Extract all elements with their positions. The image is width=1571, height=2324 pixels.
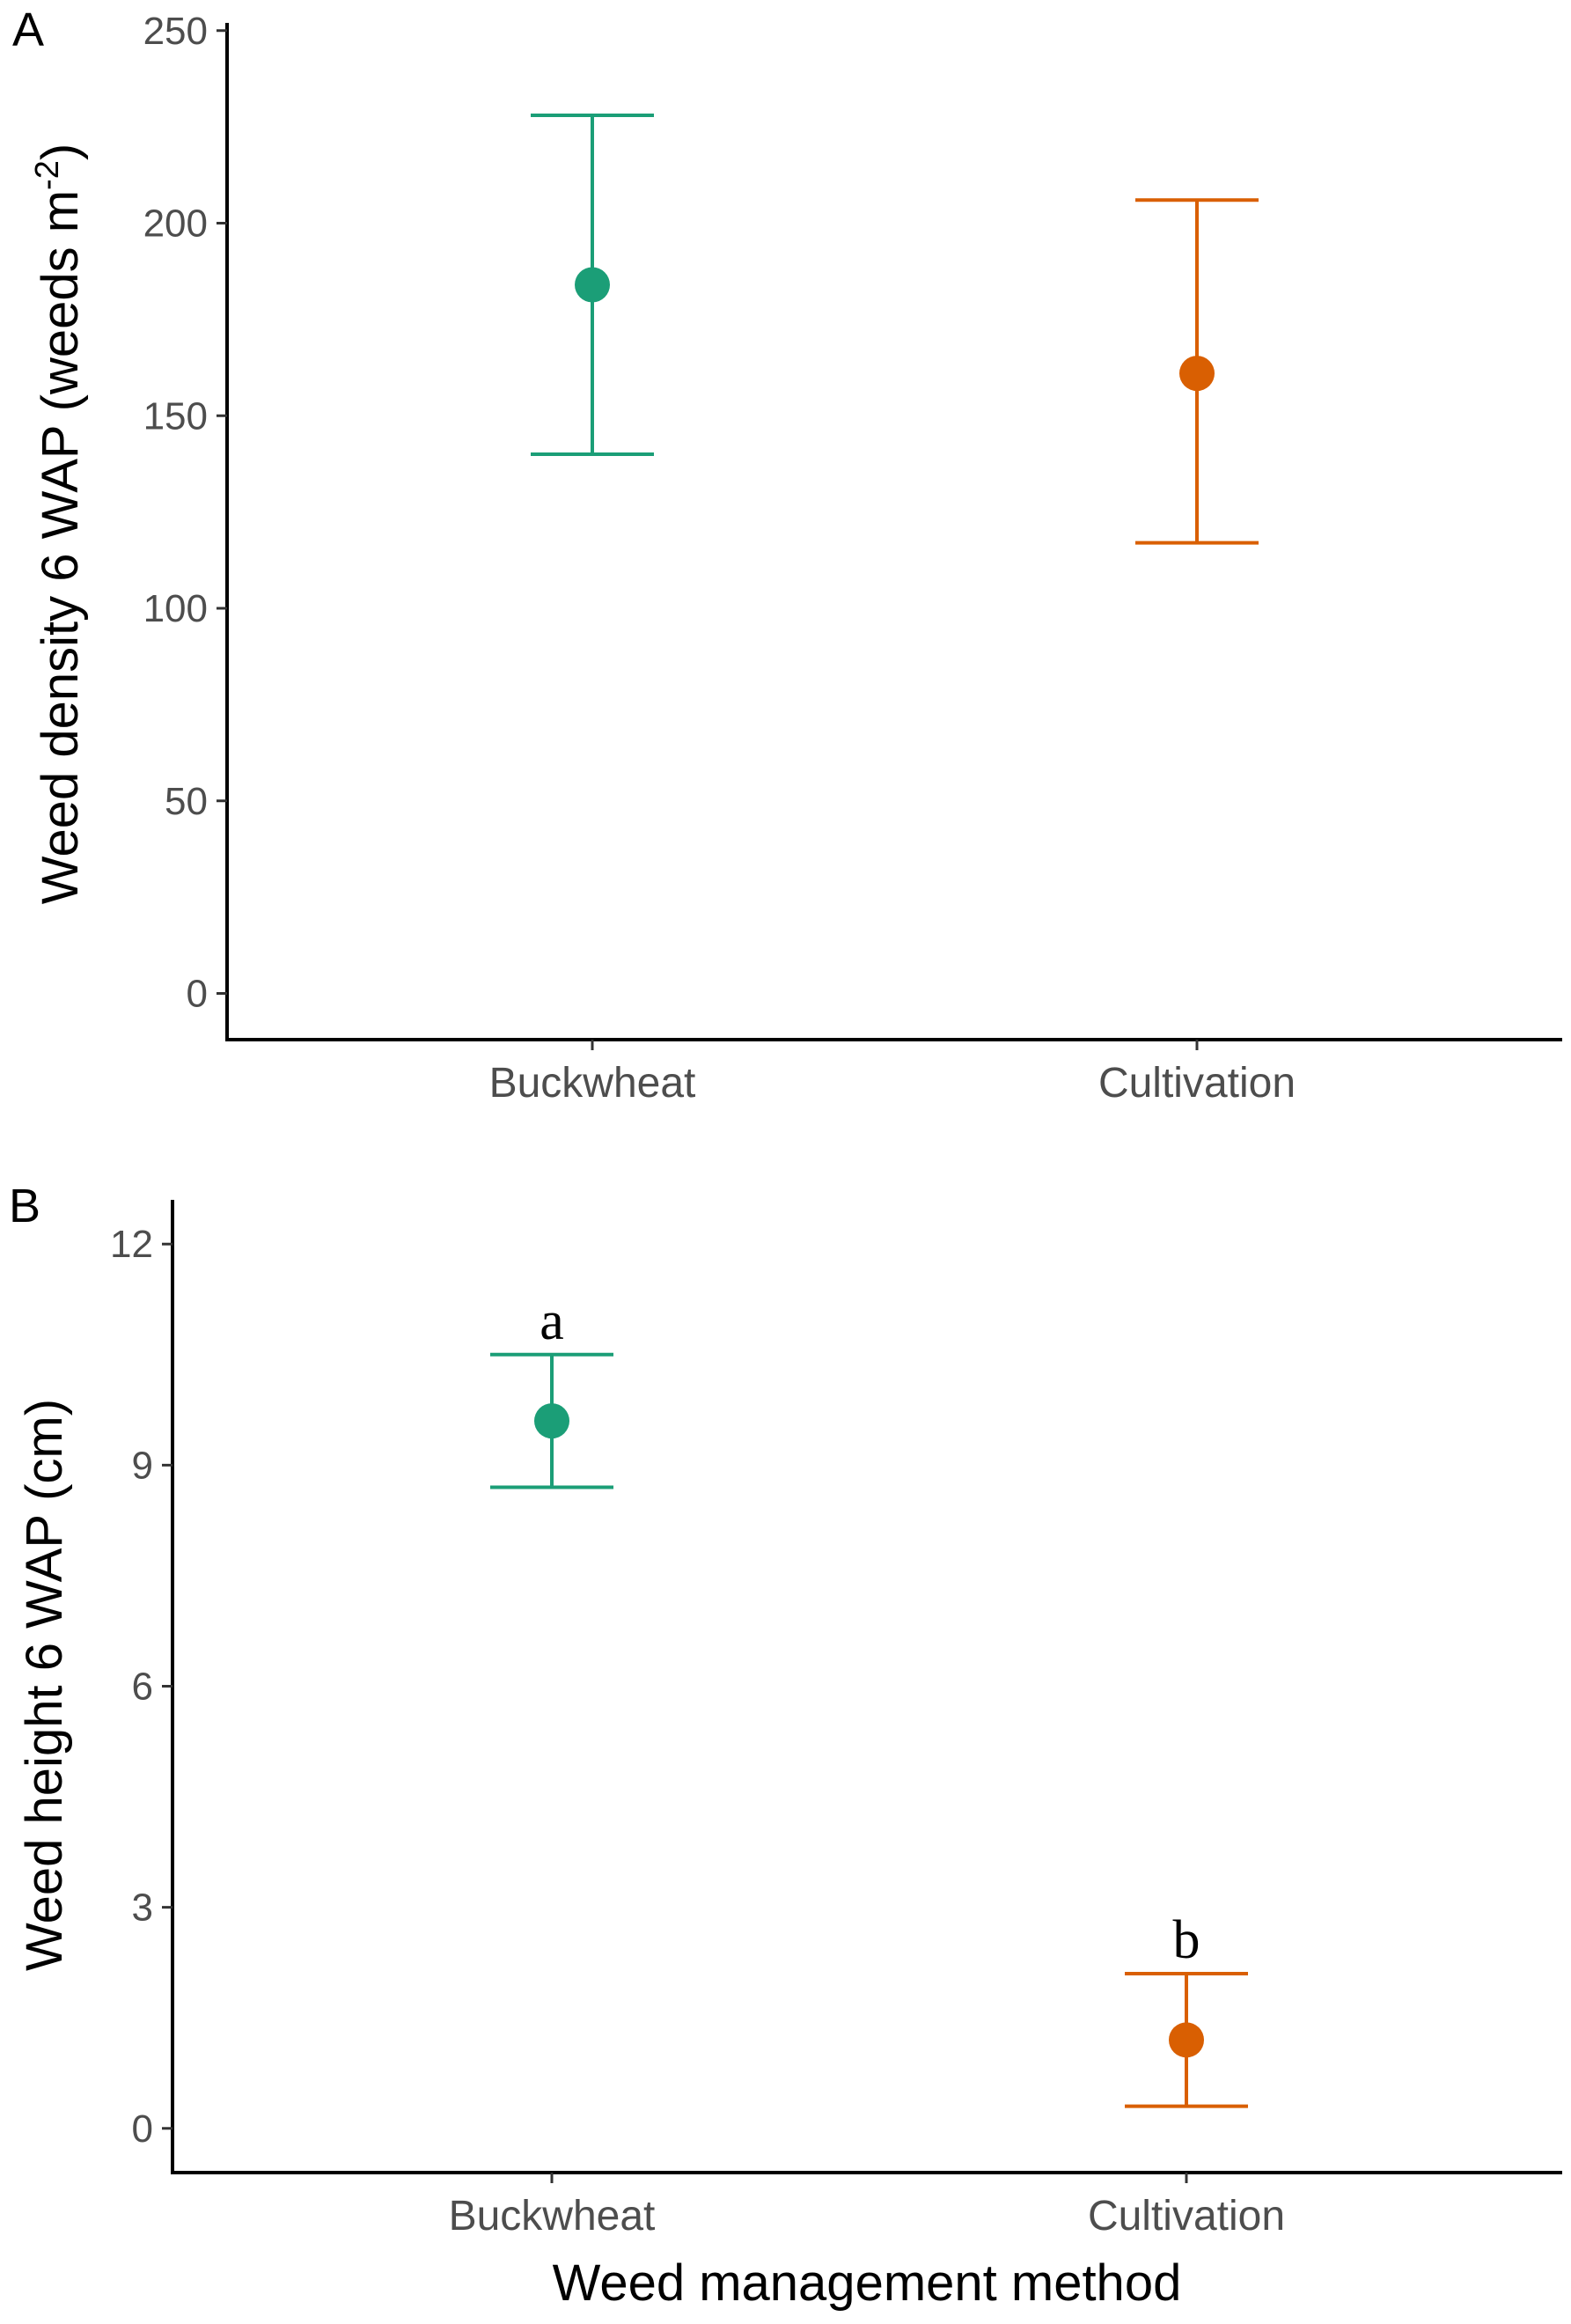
- panel-a-y-ticks: 0 50 100 150 200 250: [143, 10, 227, 1016]
- panel-a-category-labels: Buckwheat Cultivation: [489, 1060, 1296, 1107]
- panel-a-marks: [531, 114, 1259, 545]
- panel-a-y-axis-label-close: ): [32, 143, 89, 160]
- panel-a-y-axis-label: Weed density 6 WAP (weeds m-2): [29, 143, 89, 904]
- panel-a-y-axis-label-main: Weed density 6 WAP (weeds m: [32, 190, 89, 904]
- panel-a-category-label: Cultivation: [1098, 1060, 1296, 1107]
- panel-b-category-label: Buckwheat: [449, 2193, 656, 2239]
- panel-b-category-label: Cultivation: [1088, 2193, 1285, 2239]
- panel-b-x-ticks: [550, 2173, 1188, 2183]
- panel-b-y-axis-label: Weed height 6 WAP (cm): [16, 1399, 73, 1971]
- panel-a-letter: A: [12, 4, 44, 56]
- panel-b-point: [1169, 2022, 1204, 2058]
- panel-b-y-tick-label: 9: [132, 1444, 153, 1487]
- panel-a-y-tick-label: 50: [165, 780, 208, 823]
- panel-b-y-tick-label: 6: [132, 1666, 153, 1709]
- panel-b-y-ticks: 0 3 6 9 12: [110, 1223, 173, 2151]
- panel-a-point: [575, 267, 610, 303]
- panel-a-y-tick-label: 100: [143, 587, 208, 630]
- panel-b-y-tick-label: 0: [132, 2107, 153, 2151]
- panel-a-category-label: Buckwheat: [489, 1060, 696, 1107]
- panel-a-point: [1179, 356, 1215, 392]
- panel-a-y-tick-label: 200: [143, 202, 208, 246]
- panel-b-significance-letter: b: [1173, 1910, 1200, 1970]
- panel-b-x-axis-label: Weed management method: [553, 2254, 1182, 2312]
- panel-a-chart: A Weed density 6 WAP (weeds m-2) 0 50 100 1…: [12, 4, 1562, 1107]
- panel-a-y-tick-label: 0: [187, 973, 208, 1016]
- panel-b-chart: B Weed height 6 WAP (cm) 0 3 6 9 12 Buckwhea…: [9, 1180, 1562, 2312]
- panel-b-significance-letters: ab: [540, 1291, 1200, 1970]
- panel-a-y-tick-label: 150: [143, 394, 208, 438]
- panel-b-y-tick-label: 12: [110, 1223, 153, 1266]
- panel-a-y-axis-label-sup: -2: [29, 160, 66, 190]
- panel-a-y-tick-label: 250: [143, 10, 208, 53]
- panel-b-marks: [490, 1352, 1248, 2108]
- panel-b-letter: B: [9, 1180, 40, 1232]
- panel-a-x-ticks: [591, 1040, 1199, 1050]
- panel-b-point: [534, 1403, 569, 1439]
- panel-b-significance-letter: a: [540, 1291, 564, 1351]
- panel-b-y-tick-label: 3: [132, 1886, 153, 1930]
- panel-b-category-labels: Buckwheat Cultivation: [449, 2193, 1285, 2239]
